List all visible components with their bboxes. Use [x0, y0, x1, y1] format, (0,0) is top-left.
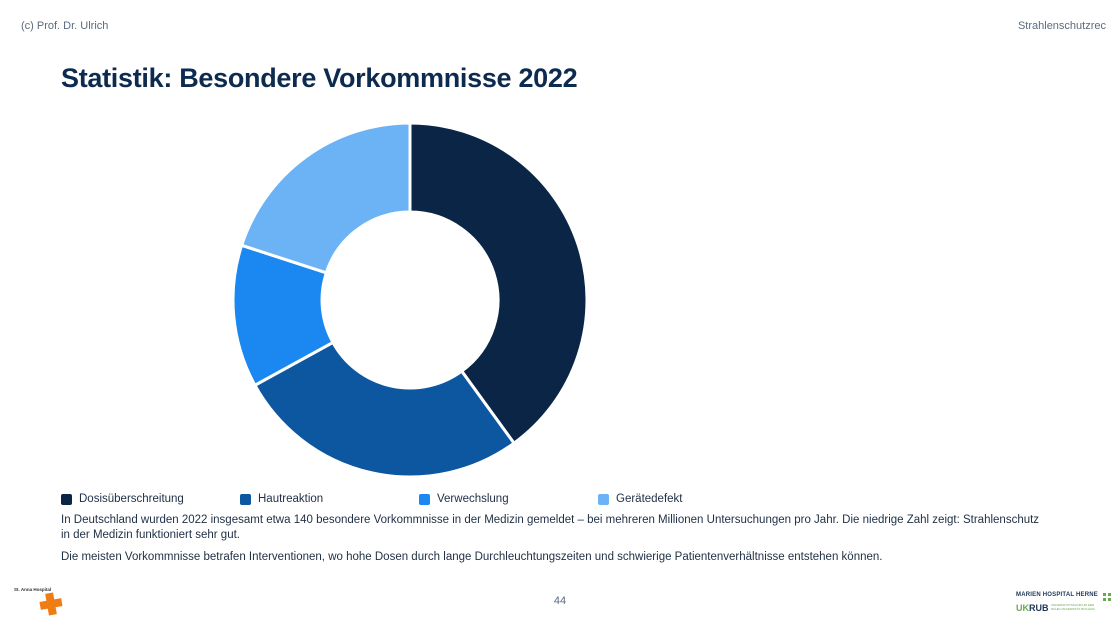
donut-slice-dosis — [408, 121, 589, 445]
body-paragraph-2: Die meisten Vorkommnisse betrafen Interv… — [61, 551, 883, 563]
legend-swatch-geraetedefekt — [598, 493, 609, 505]
header-author: (c) Prof. Dr. Ulrich — [21, 20, 109, 32]
green-cross-icon — [1103, 593, 1111, 601]
legend-swatch-dosis — [61, 493, 72, 505]
header-section: Strahlenschutzrec — [1017, 20, 1106, 32]
logo-sub-2: RUHR-UNIVERSITÄT BOCHUM — [1051, 606, 1095, 611]
legend-label-geraetedefekt: Gerätedefekt — [616, 493, 683, 505]
orange-cross-icon — [39, 592, 63, 616]
legend-label-hautreaktion: Hautreaktion — [258, 493, 324, 505]
legend-item-geraetedefekt: Gerätedefekt — [598, 493, 682, 505]
legend-label-dosis: Dosisüberschreitung — [79, 493, 184, 505]
logo-right-subtitle: UNIVERSITÄTSKLINIKUM DER RUHR-UNIVERSITÄ… — [1051, 603, 1095, 611]
legend-label-verwechslung: Verwechslung — [437, 493, 509, 505]
donut-slice-geraetedefekt — [240, 121, 412, 275]
legend-item-verwechslung: Verwechslung — [419, 493, 509, 505]
logo-rub: RUB — [1029, 603, 1049, 613]
logo-left-text: St. Anna Hospital — [14, 587, 52, 592]
st-anna-hospital-logo: St. Anna Hospital — [14, 587, 74, 621]
logo-sub-1: UNIVERSITÄTSKLINIKUM DER — [1051, 603, 1095, 607]
marien-hospital-logo: MARIEN HOSPITAL HERNE UK RUB UNIVERSITÄT… — [1014, 592, 1114, 616]
legend-swatch-verwechslung — [419, 493, 430, 505]
legend-swatch-hautreaktion — [240, 493, 251, 505]
donut-chart — [231, 121, 589, 479]
legend-item-hautreaktion: Hautreaktion — [240, 493, 323, 505]
logo-uk: UK — [1016, 603, 1029, 613]
page-number: 44 — [553, 595, 567, 607]
logo-right-title: MARIEN HOSPITAL HERNE — [1016, 592, 1098, 598]
donut-slice-hautreaktion — [253, 340, 516, 479]
legend-item-dosis: Dosisüberschreitung — [61, 493, 184, 505]
chart-legend: Dosisüberschreitung Hautreaktion Verwech… — [61, 493, 1041, 507]
body-paragraph-1: In Deutschland wurden 2022 insgesamt etw… — [61, 514, 1040, 541]
slide-title: Statistik: Besondere Vorkommnisse 2022 — [61, 63, 578, 93]
slide-body: In Deutschland wurden 2022 insgesamt etw… — [61, 513, 1051, 572]
